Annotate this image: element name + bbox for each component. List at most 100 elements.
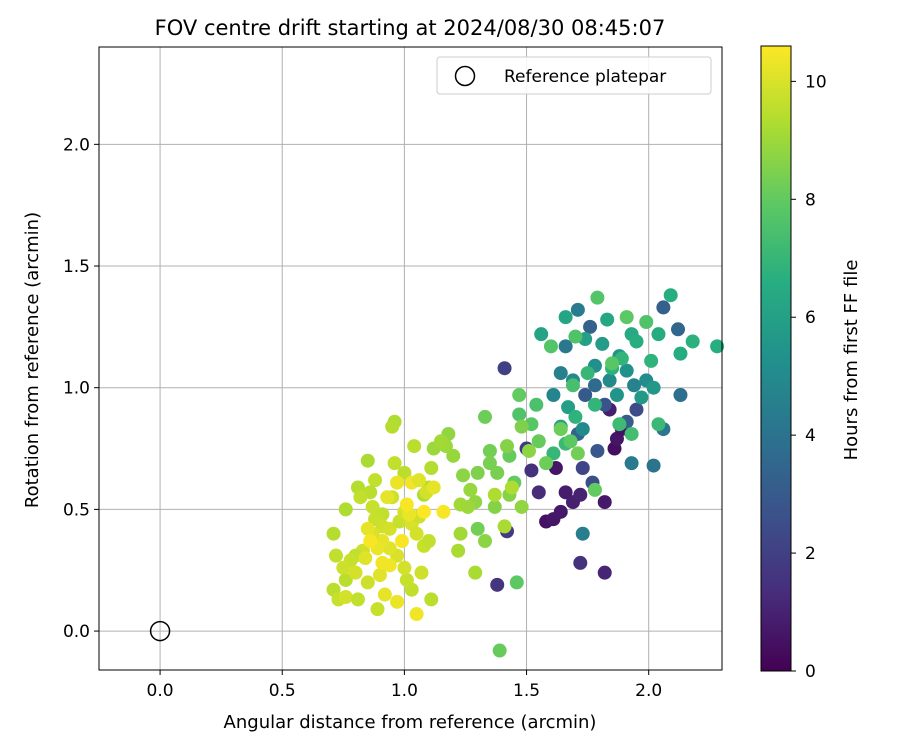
data-point <box>492 643 507 658</box>
data-point <box>546 446 561 461</box>
data-point <box>370 602 385 617</box>
data-point <box>634 390 649 405</box>
colorbar: 0 2 4 6 8 10 Hours from first FF file <box>760 45 862 682</box>
data-point <box>497 519 512 534</box>
data-point <box>394 534 409 549</box>
data-point <box>350 592 365 607</box>
data-point <box>671 322 686 337</box>
data-point <box>646 380 661 395</box>
data-point <box>602 373 617 388</box>
data-point <box>446 448 461 463</box>
data-point <box>478 409 493 424</box>
legend-label: Reference platepar <box>504 67 666 87</box>
x-tick-label: 0.5 <box>269 681 296 701</box>
data-point <box>673 346 688 361</box>
data-point <box>590 443 605 458</box>
data-point <box>463 482 478 497</box>
data-point <box>565 378 580 393</box>
data-point <box>372 568 387 583</box>
data-point <box>336 560 351 575</box>
data-point <box>619 310 634 325</box>
data-point <box>573 487 588 502</box>
data-point <box>348 565 363 580</box>
data-point <box>609 388 624 403</box>
data-point <box>568 409 583 424</box>
data-point <box>504 480 519 495</box>
data-point <box>377 587 392 602</box>
data-point <box>360 453 375 468</box>
data-point <box>568 329 583 344</box>
data-point <box>539 456 554 471</box>
data-point <box>409 607 424 622</box>
colorbar-tick-label: 8 <box>805 190 816 210</box>
data-point <box>651 327 666 342</box>
data-point <box>651 417 666 432</box>
y-tick-label: 2.0 <box>63 135 90 155</box>
data-point <box>456 468 471 483</box>
data-point <box>514 419 529 434</box>
data-point <box>531 485 546 500</box>
data-point <box>328 548 343 563</box>
data-point <box>497 361 512 376</box>
x-tick-label: 1.5 <box>513 681 540 701</box>
colorbar-tick-label: 2 <box>805 544 816 564</box>
data-point <box>656 300 671 315</box>
data-point <box>338 572 353 587</box>
x-tick-label: 2.0 <box>635 681 662 701</box>
data-point <box>558 339 573 354</box>
data-point <box>587 378 602 393</box>
data-point <box>409 526 424 541</box>
data-point <box>512 388 527 403</box>
data-point <box>421 534 436 549</box>
legend-marker-icon <box>454 65 476 87</box>
data-point <box>482 443 497 458</box>
data-point <box>644 353 659 368</box>
colorbar-gradient <box>760 45 792 672</box>
data-point <box>365 499 380 514</box>
data-point <box>710 339 725 354</box>
data-point <box>583 319 598 334</box>
data-point <box>490 577 505 592</box>
data-point <box>512 407 527 422</box>
colorbar-tick-label: 6 <box>805 308 816 328</box>
y-tick-label: 0.5 <box>63 500 90 520</box>
data-point <box>514 499 529 514</box>
data-point <box>470 521 485 536</box>
x-axis-label: Angular distance from reference (arcmin) <box>224 712 597 733</box>
data-point <box>397 465 412 480</box>
y-tick-label: 1.5 <box>63 257 90 277</box>
data-point <box>382 521 397 536</box>
x-tick-label: 1.0 <box>391 681 418 701</box>
data-point <box>575 461 590 476</box>
data-point <box>399 572 414 587</box>
data-point <box>605 356 620 371</box>
data-point <box>534 327 549 342</box>
data-point <box>531 434 546 449</box>
data-point <box>385 419 400 434</box>
data-point <box>412 473 427 488</box>
data-point <box>600 312 615 327</box>
data-point <box>375 555 390 570</box>
data-point <box>358 551 373 566</box>
data-point <box>546 388 561 403</box>
data-point <box>509 575 524 590</box>
data-point <box>570 446 585 461</box>
data-point <box>368 473 383 488</box>
data-point <box>573 555 588 570</box>
data-point <box>575 526 590 541</box>
data-point <box>597 397 612 412</box>
data-point <box>685 334 700 349</box>
data-point <box>587 482 602 497</box>
data-point <box>360 575 375 590</box>
y-tick-label: 1.0 <box>63 379 90 399</box>
data-point <box>390 594 405 609</box>
data-point <box>500 439 515 454</box>
data-point <box>436 504 451 519</box>
colorbar-tick-label: 10 <box>805 72 827 92</box>
colorbar-ticks: 0 2 4 6 8 10 <box>791 72 827 682</box>
reference-marker <box>149 620 171 642</box>
data-point <box>426 480 441 495</box>
data-point <box>470 465 485 480</box>
data-point <box>553 422 568 437</box>
data-point <box>663 288 678 303</box>
